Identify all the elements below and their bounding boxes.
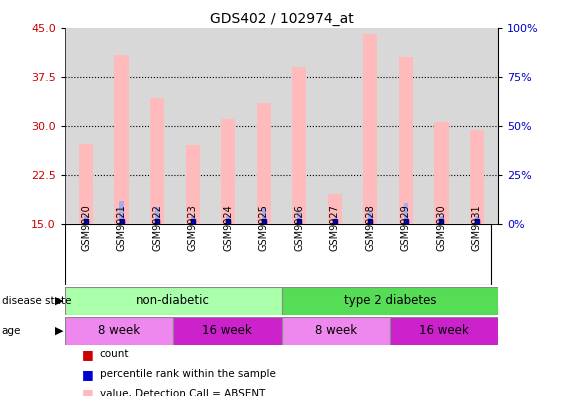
Bar [79,144,93,224]
Text: GSM9930: GSM9930 [436,205,446,251]
Bar [257,103,271,224]
Bar [282,287,498,315]
Bar [368,211,373,224]
Bar [65,317,173,345]
Bar [221,119,235,224]
Text: GSM9929: GSM9929 [401,205,411,251]
Text: ■: ■ [82,368,93,381]
Text: GSM9924: GSM9924 [223,205,233,251]
Text: GSM9925: GSM9925 [259,204,269,251]
Bar [226,216,230,224]
Text: GSM9931: GSM9931 [472,205,482,251]
Bar [399,57,413,224]
Text: ▶: ▶ [55,296,64,306]
Text: ■: ■ [82,348,93,361]
Bar [328,194,342,224]
Text: GDS402 / 102974_at: GDS402 / 102974_at [209,12,354,26]
Bar [439,216,444,224]
Text: 16 week: 16 week [419,324,469,337]
Text: 8 week: 8 week [98,324,140,337]
Bar [262,208,266,224]
Text: type 2 diabetes: type 2 diabetes [343,295,436,307]
Bar [363,34,377,224]
Bar [292,67,306,224]
Bar [190,216,195,224]
Bar [114,55,129,224]
Bar [333,219,337,224]
Text: GSM9921: GSM9921 [117,205,127,251]
Text: GSM9926: GSM9926 [294,205,304,251]
Bar [84,216,88,224]
Text: percentile rank within the sample: percentile rank within the sample [100,369,275,379]
Text: GSM9920: GSM9920 [81,205,91,251]
Text: count: count [100,349,129,360]
Text: non-diabetic: non-diabetic [136,295,210,307]
Text: GSM9927: GSM9927 [330,204,340,251]
Text: 16 week: 16 week [203,324,252,337]
Text: GSM9923: GSM9923 [187,205,198,251]
Text: GSM9922: GSM9922 [152,204,162,251]
Text: GSM9928: GSM9928 [365,205,376,251]
Bar [65,287,282,315]
Text: 8 week: 8 week [315,324,357,337]
Bar [475,216,479,224]
Bar [173,317,282,345]
Bar [390,317,498,345]
Bar [434,122,449,224]
Bar [297,211,301,224]
Bar [150,98,164,224]
Text: disease state: disease state [2,296,71,306]
Bar [119,201,124,224]
Bar [404,203,408,224]
Bar [155,208,159,224]
Text: ▶: ▶ [55,326,64,336]
Text: ■: ■ [82,388,93,396]
Bar [186,145,200,224]
Bar [282,317,390,345]
Text: value, Detection Call = ABSENT: value, Detection Call = ABSENT [100,389,265,396]
Bar [470,130,484,224]
Text: age: age [2,326,21,336]
